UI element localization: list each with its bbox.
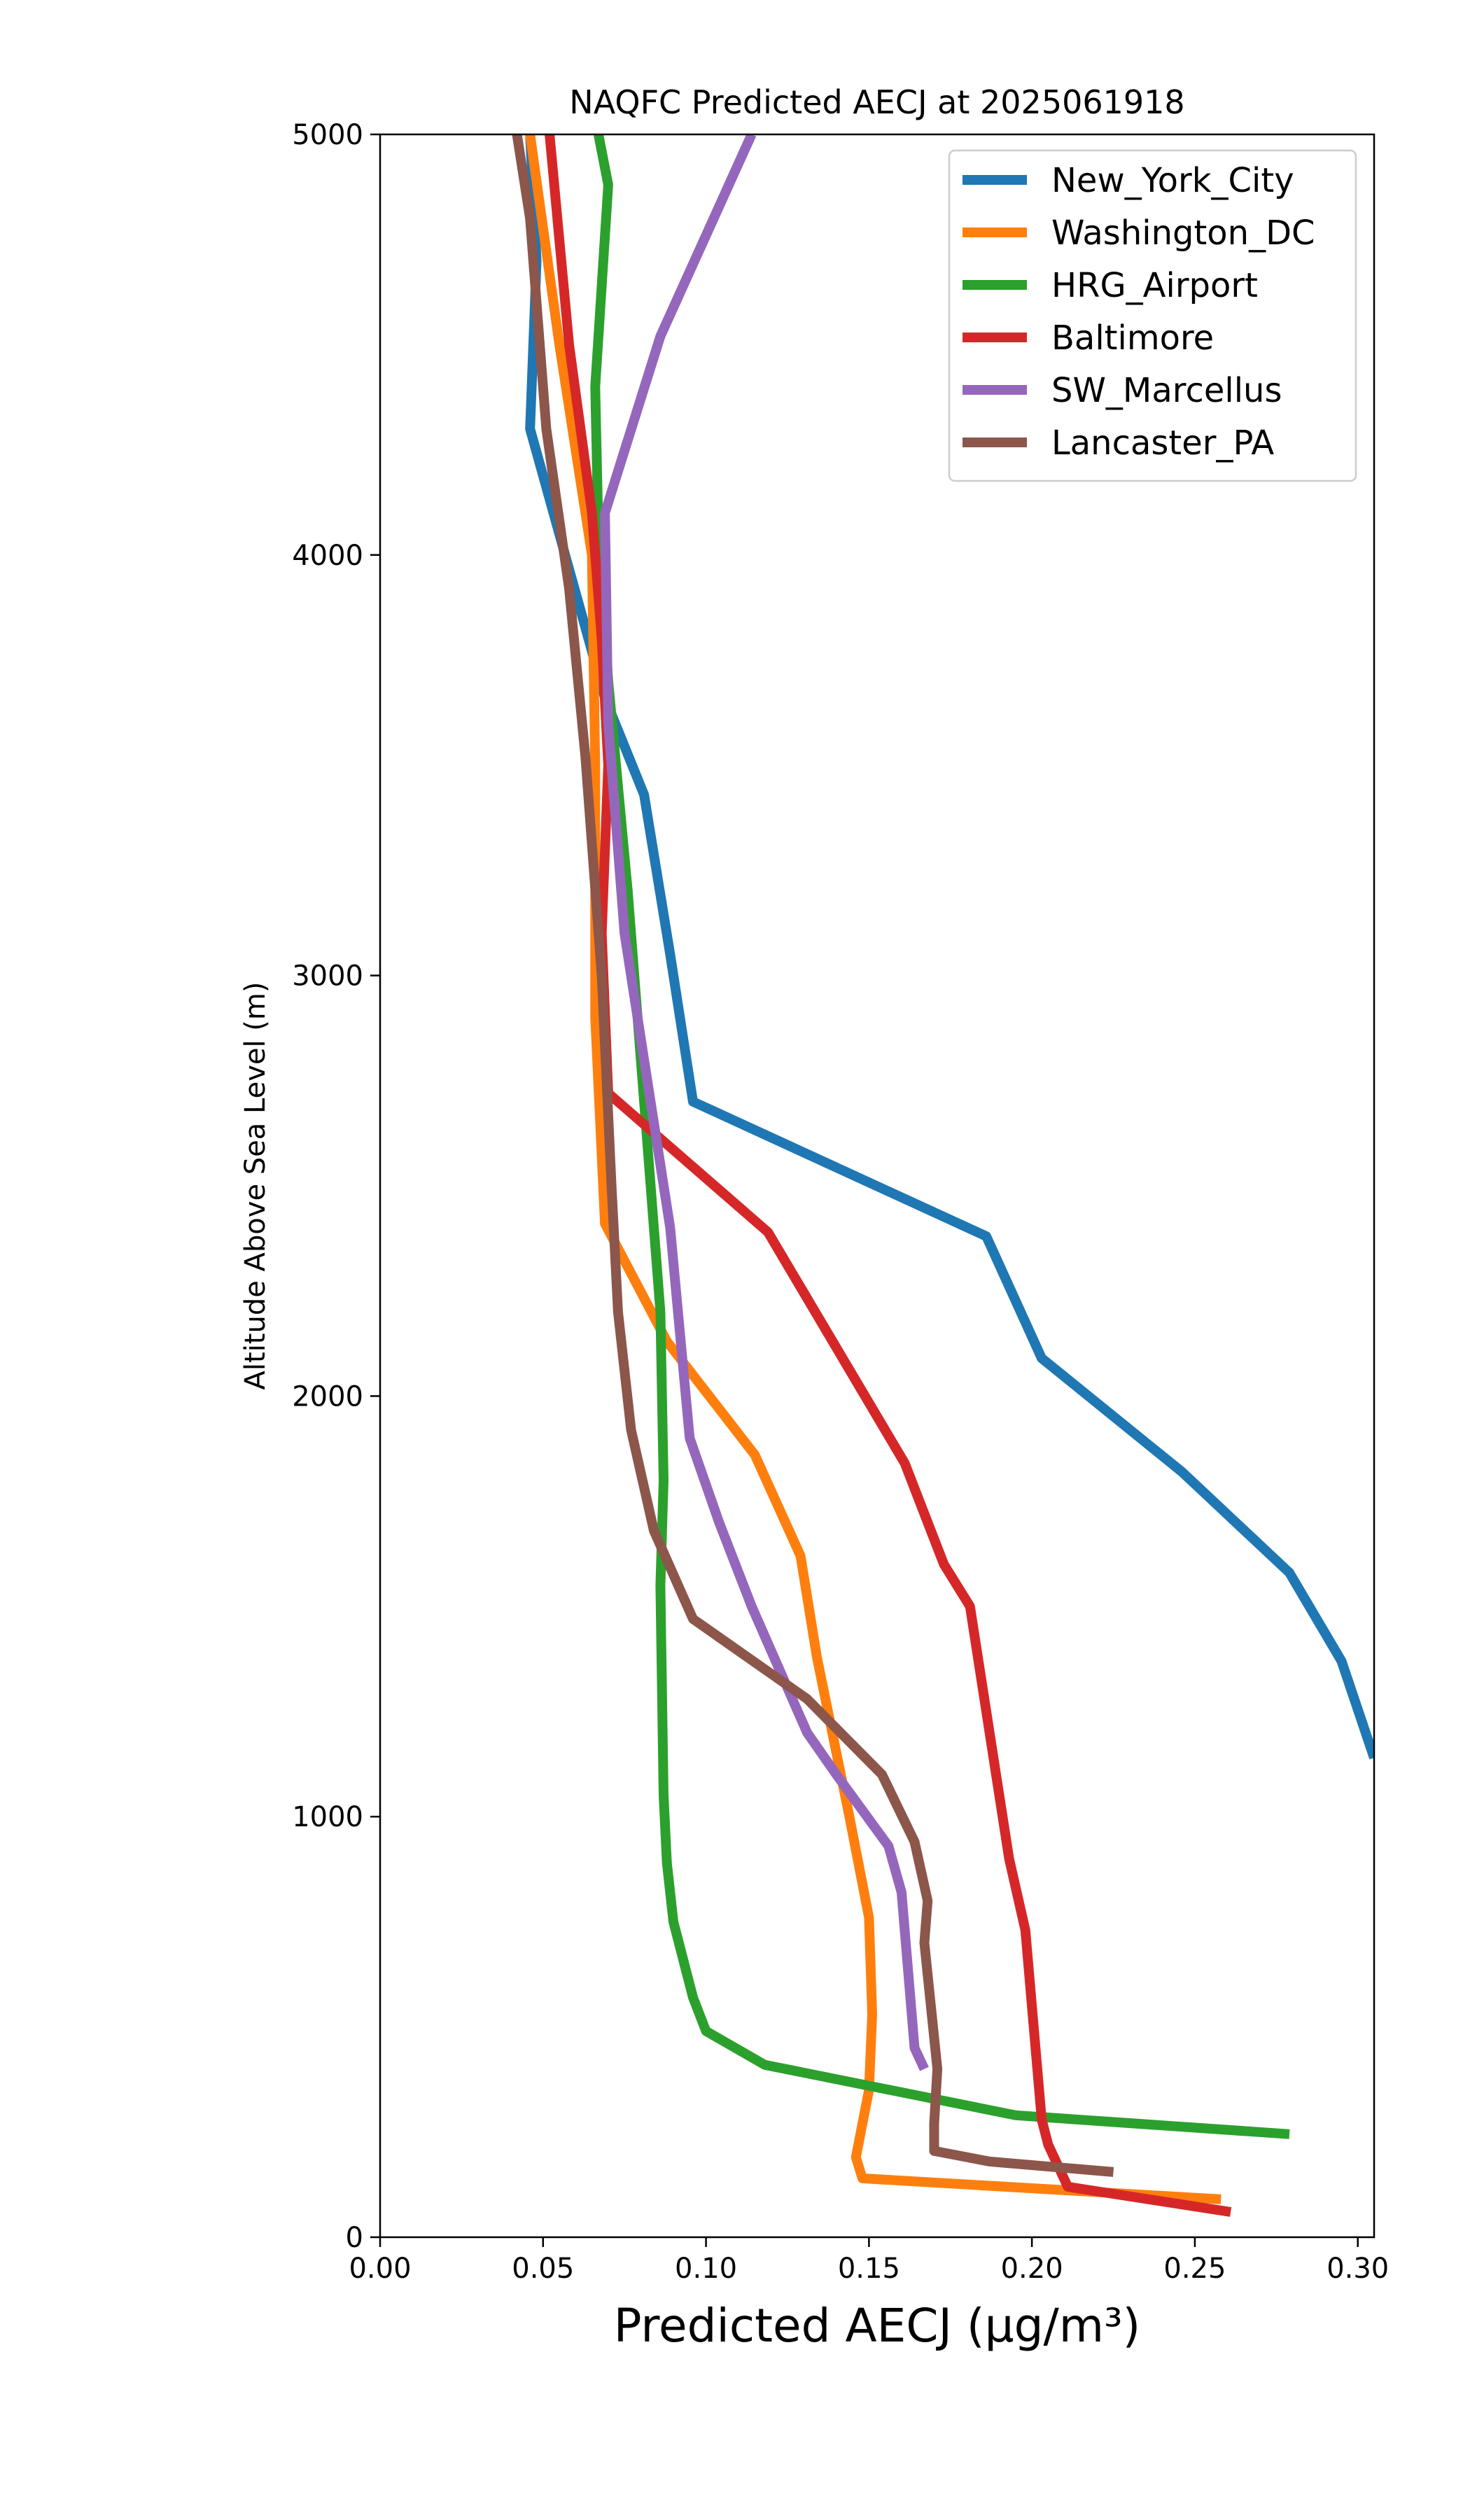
x-tick-label: 0.25 — [1163, 2253, 1226, 2285]
x-tick-label: 0.30 — [1326, 2253, 1389, 2285]
legend-label: Lancaster_PA — [1051, 424, 1274, 463]
legend-label: SW_Marcellus — [1051, 371, 1282, 410]
series-line-5 — [512, 134, 1114, 2177]
x-axis-ticks: 0.00 0.05 0.10 0.15 0.20 0.25 0.30 — [349, 2237, 1389, 2285]
y-tick-label: 0 — [346, 2222, 363, 2254]
legend-label: Baltimore — [1051, 318, 1214, 358]
series-layer — [512, 134, 1374, 2217]
legend-items: New_York_City Washington_DC HRG_Airport Bal… — [962, 161, 1315, 463]
legend: New_York_City Washington_DC HRG_Airport Bal… — [948, 149, 1357, 482]
legend-label: Washington_DC — [1051, 214, 1315, 253]
y-tick-label: 3000 — [292, 960, 363, 993]
chart-title: NAQFC Predicted AECJ at 2025061918 — [569, 83, 1184, 121]
x-tick-label: 0.10 — [675, 2253, 737, 2285]
series-line-3 — [545, 134, 1232, 2217]
series-line-1 — [525, 134, 1222, 2204]
legend-label: HRG_Airport — [1051, 266, 1258, 305]
series-line-2 — [590, 134, 1290, 2139]
plot-frame — [379, 133, 1376, 2239]
legend-label: New_York_City — [1051, 161, 1294, 200]
x-axis-label: Predicted AECJ (μg/m³) — [614, 2299, 1141, 2353]
legend-frame — [948, 149, 1357, 482]
x-tick-label: 0.05 — [512, 2253, 574, 2285]
x-tick-label: 0.00 — [349, 2253, 411, 2285]
y-axis-ticks: 0 1000 2000 3000 4000 5000 — [292, 119, 380, 2254]
y-tick-label: 4000 — [292, 540, 363, 572]
x-tick-label: 0.15 — [838, 2253, 900, 2285]
y-tick-label: 2000 — [292, 1380, 363, 1413]
y-tick-label: 5000 — [292, 119, 363, 151]
y-tick-label: 1000 — [292, 1801, 363, 1833]
x-tick-label: 0.20 — [1001, 2253, 1063, 2285]
series-line-4 — [600, 134, 929, 2071]
y-axis-label: Altitude Above Sea Level (m) — [239, 982, 272, 1390]
series-line-0 — [525, 134, 1374, 1760]
